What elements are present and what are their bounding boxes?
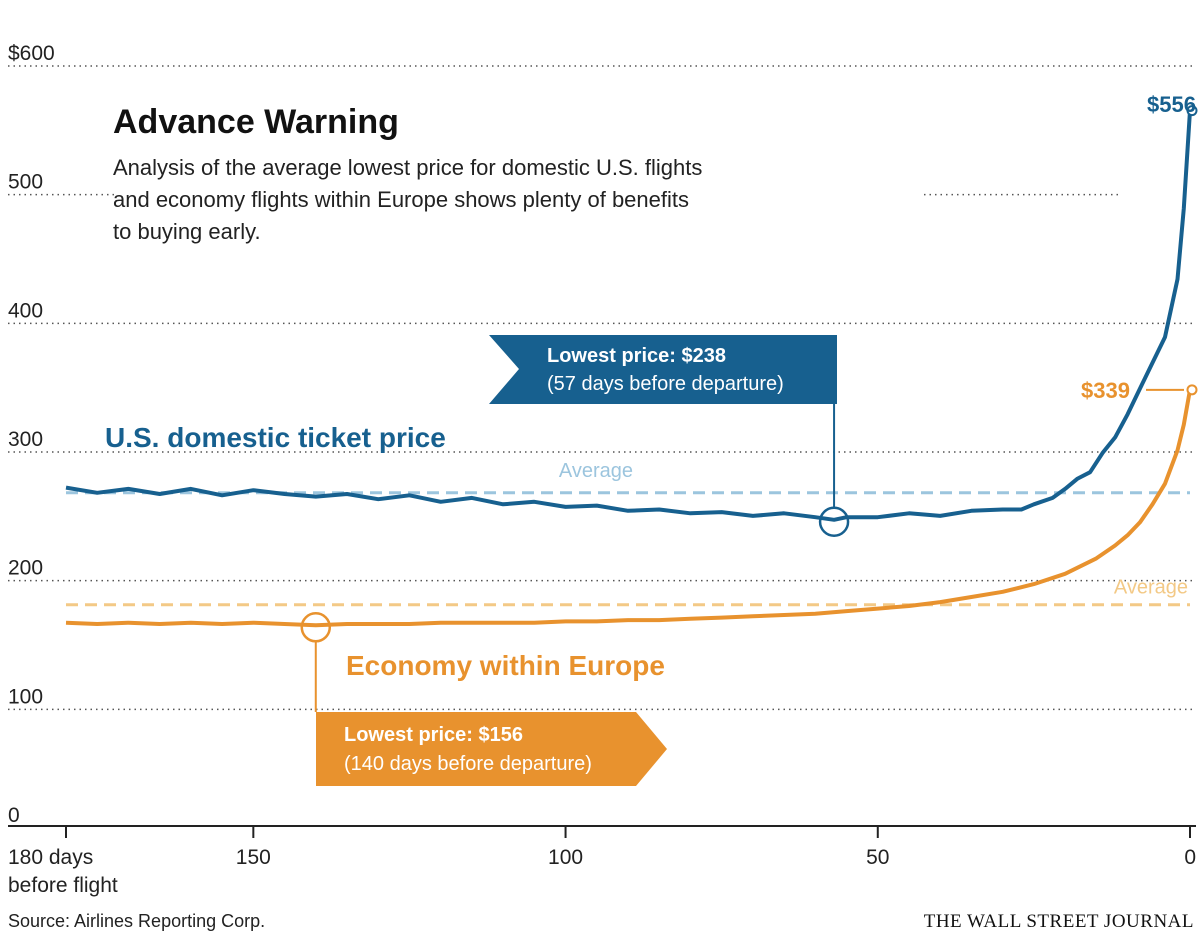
y-tick-label: 0 bbox=[8, 804, 20, 827]
europe-min-callout-box bbox=[316, 712, 667, 786]
europe-end-marker bbox=[1186, 384, 1198, 396]
gridlines bbox=[8, 65, 1196, 711]
y-tick-label: $600 bbox=[8, 42, 55, 65]
europe-min-callout-sub: (140 days before departure) bbox=[344, 753, 592, 775]
x-tick-label: 100 bbox=[548, 846, 583, 869]
x-tick-label: 0 bbox=[1184, 846, 1196, 869]
chart-title: Advance Warning bbox=[113, 103, 399, 141]
x-tick-label: 150 bbox=[236, 846, 271, 869]
us-series-line bbox=[65, 110, 1192, 522]
x-tick-label: 180 days bbox=[8, 846, 93, 869]
europe-min-callout-title: Lowest price: $156 bbox=[344, 724, 523, 746]
source-note: Source: Airlines Reporting Corp. bbox=[8, 911, 265, 931]
us-end-marker bbox=[1186, 105, 1198, 117]
europe-min-marker bbox=[300, 612, 332, 643]
europe-average-label: Average bbox=[1114, 577, 1188, 599]
us-series-label: U.S. domestic ticket price bbox=[105, 422, 446, 453]
x-tick-label: 50 bbox=[866, 846, 889, 869]
y-axis-labels: $600 500 400 300 200 100 0 bbox=[8, 42, 55, 827]
europe-series-label: Economy within Europe bbox=[346, 650, 665, 681]
europe-series-line bbox=[65, 389, 1192, 628]
y-tick-label: 300 bbox=[8, 428, 43, 451]
us-average-label: Average bbox=[559, 460, 633, 482]
publisher-logo: THE WALL STREET JOURNAL bbox=[924, 911, 1194, 932]
subtitle-line-3: to buying early. bbox=[113, 219, 261, 244]
us-min-marker bbox=[818, 506, 850, 538]
x-tick-label: before flight bbox=[8, 874, 118, 897]
us-min-callout-box bbox=[489, 335, 837, 404]
us-end-label: $556 bbox=[1147, 92, 1196, 117]
us-min-callout-title: Lowest price: $238 bbox=[547, 345, 726, 367]
x-axis-ticks: 180 days before flight 150 100 50 0 bbox=[8, 826, 1196, 897]
us-min-callout-sub: (57 days before departure) bbox=[547, 373, 784, 395]
europe-end-label: $339 bbox=[1081, 378, 1130, 403]
y-tick-label: 400 bbox=[8, 299, 43, 322]
subtitle-line-1: Analysis of the average lowest price for… bbox=[113, 155, 702, 180]
y-tick-label: 500 bbox=[8, 171, 43, 194]
subtitle-line-2: and economy flights within Europe shows … bbox=[113, 187, 689, 212]
y-tick-label: 200 bbox=[8, 557, 43, 580]
y-tick-label: 100 bbox=[8, 685, 43, 708]
